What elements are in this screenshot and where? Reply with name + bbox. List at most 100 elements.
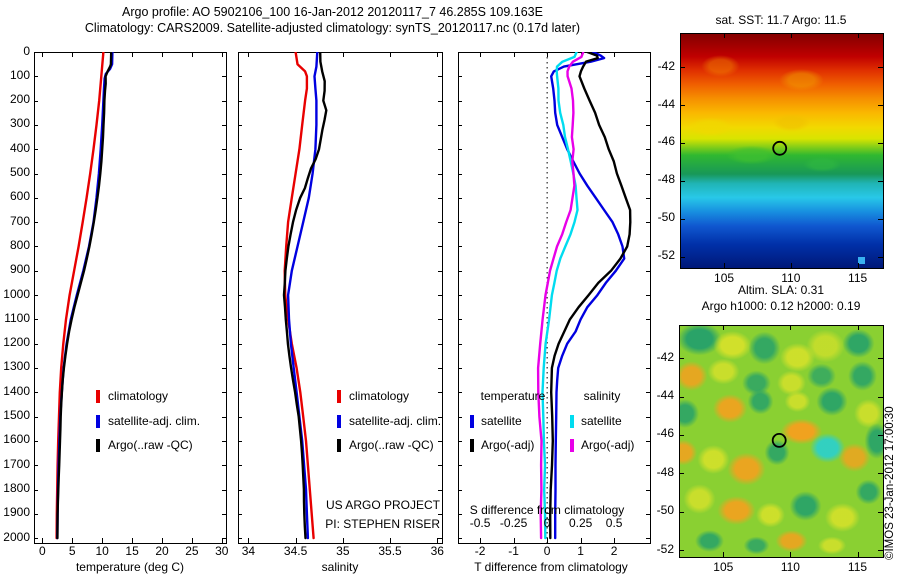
depth-tick-label: 500 [9, 165, 30, 180]
lat-tick-label: -44 [656, 388, 674, 402]
legend-marker [337, 439, 341, 452]
depth-tick-label: 1600 [3, 432, 30, 447]
legend-label: Argo(..raw -QC) [108, 438, 193, 452]
depth-tick-label: 700 [9, 213, 30, 228]
map-feature-blob [767, 110, 816, 135]
lat-tick-label: -42 [657, 58, 675, 73]
x-tick-label: 35 [336, 544, 350, 558]
legend-marker [96, 414, 100, 428]
lat-tick-label: -48 [657, 172, 675, 187]
s-tick-label: 0.25 [568, 516, 593, 530]
map-feature-blob [852, 475, 883, 509]
x-tick-label: 20 [155, 544, 169, 558]
tdiff-axis-label: T difference from climatology [474, 560, 628, 574]
map-feature-blob [682, 115, 739, 139]
depth-tick-label: 1500 [3, 408, 30, 423]
lon-tick-label: 105 [714, 271, 735, 285]
x-tick-label: 25 [185, 544, 199, 558]
x-tick-label: 5 [68, 544, 76, 558]
map-feature-blob [696, 51, 745, 80]
legend-label: satellite-adj. clim. [349, 413, 442, 428]
salinity-axis-label: salinity [321, 560, 359, 574]
legend-label: Argo(..raw -QC) [349, 438, 434, 452]
depth-tick-label: 1700 [3, 456, 30, 471]
lon-tick-label: 115 [847, 560, 868, 574]
legend-label: climatology [349, 389, 410, 403]
map-cold-pixel [857, 257, 865, 265]
x-tick-label: 10 [95, 544, 109, 558]
legend-label: satellite [481, 413, 522, 428]
x-tick-label: 0 [543, 544, 551, 558]
depth-tick-label: 1300 [3, 359, 30, 374]
lat-tick-label: -50 [657, 210, 675, 225]
depth-tick-label: 1900 [3, 505, 30, 520]
legend-marker [470, 439, 474, 452]
map-feature-blob [740, 533, 773, 557]
temperature-axis-label: temperature (deg C) [75, 560, 185, 574]
map-feature-blob [844, 357, 881, 395]
s-tick-label: -0.5 [469, 516, 491, 530]
legend-label: Argo(-adj) [581, 438, 635, 452]
legend-marker [96, 390, 100, 403]
depth-tick-label: 1100 [4, 310, 30, 325]
depth-tick-label: 900 [9, 262, 30, 277]
legend-label: climatology [108, 389, 169, 403]
annotation-pi-stephen-riser: PI: STEPHEN RISER [325, 517, 440, 531]
depth-tick-label: 1400 [3, 383, 30, 398]
depth-tick-label: 0 [23, 43, 30, 58]
legend-marker [470, 414, 474, 428]
depth-tick-label: 100 [9, 67, 30, 82]
depth-tick-label: 2000 [3, 529, 30, 544]
x-tick-label: 0 [39, 544, 46, 558]
map-feature-blob [752, 499, 790, 532]
lat-tick-label: -44 [657, 96, 675, 111]
annotation-us-argo-project: US ARGO PROJECT [325, 498, 440, 512]
sst-map-image [680, 33, 883, 268]
lat-tick-label: -46 [657, 134, 675, 149]
s-tick-label: 0 [543, 516, 551, 530]
x-tick-label: 2 [610, 544, 618, 558]
sla-map-title-line2: Argo h1000: 0.12 h2000: 0.19 [701, 299, 861, 313]
figure-title-line1: Argo profile: AO 5902106_100 16-Jan-2012… [122, 5, 543, 19]
legend-label: satellite-adj. clim. [108, 413, 201, 428]
x-tick-label: 30 [215, 544, 229, 558]
lon-tick-label: 105 [713, 560, 734, 574]
depth-tick-label: 300 [9, 116, 30, 131]
map-feature-blob [691, 526, 728, 555]
map-feature-blob [770, 526, 812, 555]
map-feature-blob [813, 533, 851, 557]
depth-tick-label: 1800 [3, 481, 30, 496]
lat-tick-label: -46 [656, 426, 674, 441]
legend-marker [337, 414, 341, 428]
legend-label: satellite [581, 413, 622, 428]
x-tick-label: 36 [430, 544, 444, 558]
figure-title: Argo profile: AO 5902106_100 16-Jan-2012… [0, 4, 665, 36]
depth-tick-label: 1000 [3, 286, 30, 301]
depth-tick-label: 1200 [3, 335, 30, 350]
x-tick-label: -2 [474, 544, 486, 558]
x-tick-label: 15 [125, 544, 139, 558]
sla-map-image [679, 325, 883, 557]
depth-tick-label: 400 [9, 140, 30, 155]
depth-tick-label: 600 [9, 189, 30, 204]
legend-marker [570, 439, 574, 452]
x-tick-label: 34.5 [283, 544, 308, 558]
legend-marker [337, 390, 341, 403]
map-feature-blob [718, 143, 784, 167]
s-tick-label: 0.5 [605, 516, 623, 530]
sdiff-axis-title: S difference from climatology [469, 503, 625, 517]
sst-map-title: sat. SST: 11.7 Argo: 11.5 [715, 13, 847, 27]
x-tick-label: 34 [241, 544, 256, 558]
s-tick-label: -0.25 [499, 516, 528, 530]
legend-marker [96, 439, 100, 452]
map-feature-blob [679, 394, 704, 432]
legend-label: Argo(-adj) [481, 438, 535, 452]
figure-title-line2: Climatology: CARS2009. Satellite-adjuste… [84, 21, 581, 35]
map-feature-blob [744, 385, 777, 418]
copyright-stamp: ©IMOS 23-Jan-2012 17:00:30 [884, 406, 896, 560]
lon-tick-label: 110 [781, 271, 801, 285]
lat-tick-label: -52 [656, 541, 674, 556]
depth-tick-label: 800 [9, 237, 30, 252]
map-feature-blob [797, 155, 847, 174]
